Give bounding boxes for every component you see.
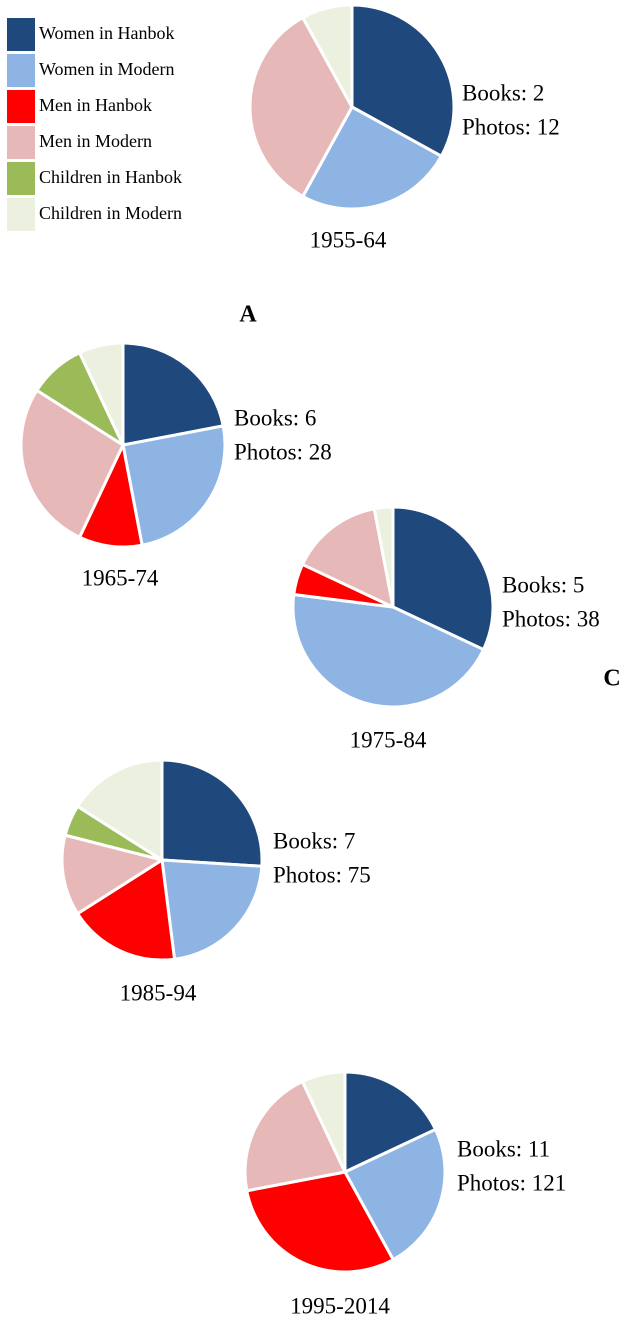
annotation: Photos: 38	[502, 606, 600, 631]
legend-swatch	[7, 162, 35, 195]
pie-slice	[300, 1070, 347, 1174]
pie-slice	[160, 758, 264, 868]
legend-label: Women in Hanbok	[39, 23, 175, 43]
pie-slice	[391, 505, 495, 652]
pie-title: 1965-74	[82, 565, 159, 590]
pie-slice	[291, 592, 485, 709]
legend-label: Men in Hanbok	[39, 95, 152, 115]
pie-title: 1995-2014	[290, 1293, 390, 1318]
pie-slice	[301, 105, 443, 211]
pie-slice	[76, 858, 177, 962]
pie-slice	[372, 505, 395, 609]
legend-swatch	[7, 90, 35, 123]
legend-swatch	[7, 198, 35, 231]
annotation: Photos: 121	[457, 1170, 566, 1195]
panel-label: C	[603, 666, 620, 692]
pie-slice	[343, 1127, 447, 1262]
pie-slice	[301, 3, 354, 109]
pie-slice	[19, 388, 125, 539]
legend-label: Children in Modern	[39, 203, 182, 223]
annotation: Books: 6	[234, 405, 316, 430]
legend-swatch	[7, 54, 35, 87]
pie-slice	[121, 424, 227, 547]
pie-slice	[160, 858, 264, 961]
pie-slice	[245, 1170, 395, 1274]
pie-title: 1955-64	[310, 227, 387, 252]
pie-slice	[121, 341, 225, 447]
annotation: Books: 5	[502, 572, 584, 597]
pie-slice	[78, 341, 125, 447]
pie-title: 1975-84	[350, 727, 427, 752]
annotation: Photos: 28	[234, 439, 332, 464]
panel-label: A	[239, 302, 257, 328]
legend-label: Children in Hanbok	[39, 167, 182, 187]
annotation: Books: 2	[462, 80, 544, 105]
pie-slice	[76, 758, 164, 862]
legend-label: Men in Modern	[39, 131, 152, 151]
pie-title: 1985-94	[120, 980, 197, 1005]
pie-slice	[243, 1080, 347, 1193]
pie-slice	[350, 3, 456, 158]
legend-swatch	[7, 126, 35, 159]
annotation: Photos: 75	[273, 862, 371, 887]
legend-label: Women in Modern	[39, 59, 175, 79]
pie-slice	[343, 1070, 437, 1174]
annotation: Books: 11	[457, 1136, 550, 1161]
annotation: Photos: 12	[462, 114, 560, 139]
annotation: Books: 7	[273, 828, 355, 853]
pie-slice	[301, 507, 395, 609]
legend-swatch	[7, 18, 35, 51]
